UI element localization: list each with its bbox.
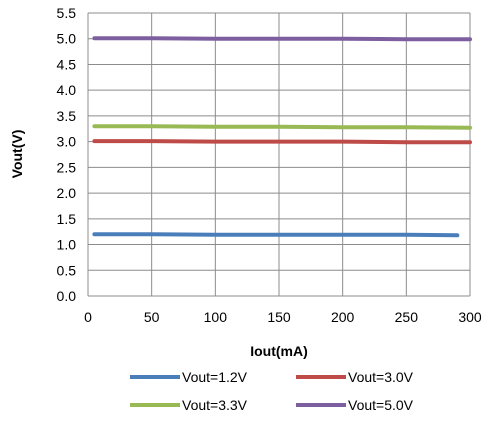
- y-tick-label: 0.5: [57, 262, 77, 278]
- y-tick-label: 4.5: [57, 56, 77, 72]
- legend-label: Vout=5.0V: [348, 397, 414, 413]
- y-tick-label: 1.0: [57, 237, 77, 253]
- y-tick-label: 3.5: [57, 108, 77, 124]
- series-line-0: [92, 232, 460, 238]
- x-tick-label: 300: [458, 309, 482, 325]
- legend-label: Vout=3.3V: [182, 397, 248, 413]
- legend-label: Vout=1.2V: [182, 369, 248, 385]
- y-tick-label: 1.5: [57, 211, 77, 227]
- x-tick-label: 200: [331, 309, 355, 325]
- y-tick-label: 0.0: [57, 288, 77, 304]
- y-tick-label: 2.0: [57, 185, 77, 201]
- series-line-2: [92, 124, 472, 130]
- x-tick-label: 50: [144, 309, 160, 325]
- x-tick-label: 150: [267, 309, 291, 325]
- grid: [87, 12, 471, 297]
- x-tick-label: 250: [395, 309, 419, 325]
- legend-label: Vout=3.0V: [348, 369, 414, 385]
- series-lines: [92, 36, 472, 238]
- y-tick-label: 5.0: [57, 31, 77, 47]
- tick-labels: 0.0 0.5 1.0 1.5 2.0 2.5 3.0 3.5 4.0 4.5 5.0 5.5 0 50 1…: [57, 5, 482, 325]
- x-axis-title: Iout(mA): [250, 343, 308, 359]
- x-tick-label: 0: [84, 309, 92, 325]
- y-tick-label: 4.0: [57, 82, 77, 98]
- y-tick-label: 3.0: [57, 134, 77, 150]
- x-tick-label: 100: [204, 309, 228, 325]
- axes: [87, 13, 470, 297]
- series-line-3: [92, 36, 472, 42]
- y-tick-label: 2.5: [57, 159, 77, 175]
- y-axis-title: Vout(V): [9, 130, 25, 179]
- series-line-1: [92, 139, 472, 145]
- legend: Vout=1.2V Vout=3.0V Vout=3.3V Vout=5.0V: [130, 369, 414, 413]
- y-tick-label: 5.5: [57, 5, 77, 21]
